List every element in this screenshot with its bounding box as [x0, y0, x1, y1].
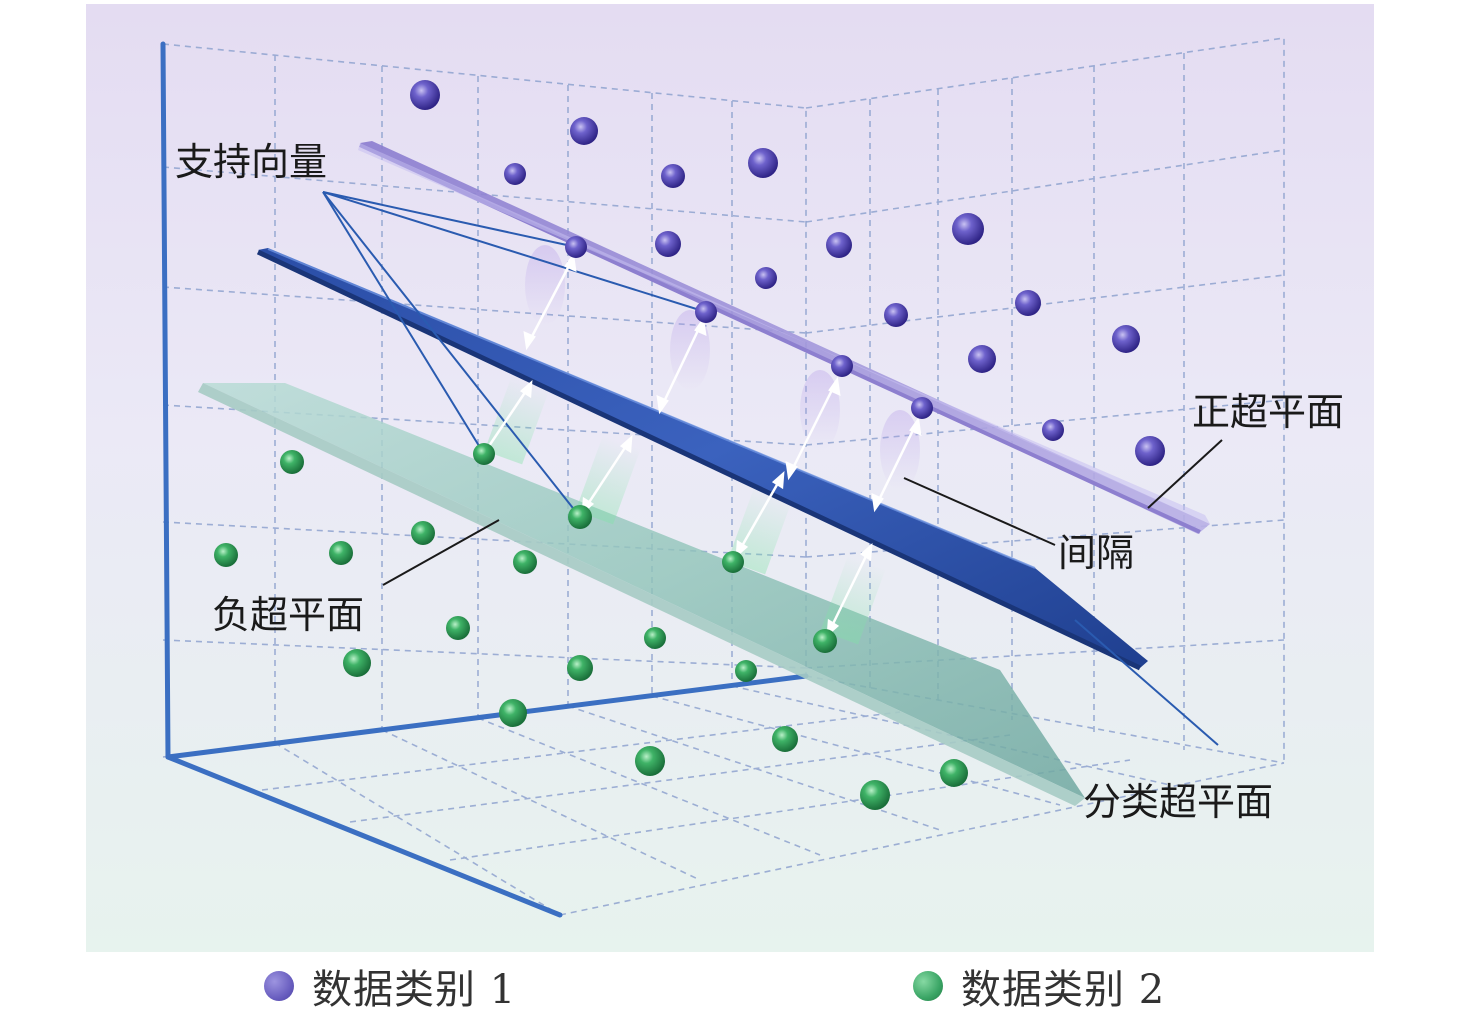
- classification-hyperplane: [256, 248, 1148, 671]
- legend-dot-class1: [264, 971, 294, 1001]
- legend-label-class1: 数据类别 1: [312, 967, 517, 1013]
- support-vector-callouts: [322, 191, 707, 518]
- support-vector: [473, 443, 495, 465]
- legend-label-class2: 数据类别 2: [961, 967, 1166, 1013]
- class1-point: [968, 345, 996, 373]
- class2-point: [280, 450, 304, 474]
- class1-point: [1015, 290, 1041, 316]
- legend-item-class1: 数据类别 1: [264, 958, 516, 1014]
- class2-point: [329, 541, 353, 565]
- margin-arrow: [656, 316, 707, 415]
- class2-point: [567, 655, 593, 681]
- class1-point: [1042, 419, 1064, 441]
- class2-point: [635, 746, 665, 776]
- class2-point: [343, 649, 371, 677]
- negative-hyperplane: [198, 383, 1085, 806]
- support-vector: [722, 551, 744, 573]
- positive-hyperplane-leader: [1147, 439, 1223, 509]
- class1-points: [410, 80, 1165, 466]
- margin-arrow: [487, 380, 533, 447]
- leader-lines: [382, 439, 1223, 746]
- support-vectors-class2: [473, 443, 837, 653]
- x-axis: [165, 754, 563, 918]
- class2-point: [214, 543, 238, 567]
- y-axis: [165, 673, 809, 760]
- class2-points-front: [499, 699, 968, 810]
- support-vectors-label: 支持向量: [175, 140, 327, 184]
- positive-hyperplane-label: 正超平面: [1192, 390, 1344, 434]
- class1-point: [826, 232, 852, 258]
- class2-point: [860, 780, 890, 810]
- margin-arrow: [735, 471, 785, 558]
- legend-item-class2: 数据类别 2: [913, 958, 1165, 1014]
- class2-point: [513, 550, 537, 574]
- support-vector: [911, 397, 933, 419]
- class2-point: [499, 699, 527, 727]
- margin-arrow: [826, 543, 873, 637]
- class2-point: [446, 616, 470, 640]
- class1-point: [570, 117, 598, 145]
- class1-point: [410, 80, 440, 110]
- class1-point: [1135, 436, 1165, 466]
- coordinate-axes: [160, 41, 809, 918]
- support-vector: [813, 629, 837, 653]
- class1-point: [748, 148, 778, 178]
- class1-point: [884, 303, 908, 327]
- negative-hyperplane-leader: [382, 519, 500, 586]
- margin-arrows: [487, 252, 922, 637]
- class2-point: [644, 627, 666, 649]
- support-vector: [831, 355, 853, 377]
- margin-label: 间隔: [1058, 531, 1134, 575]
- legend-dot-class2: [913, 971, 943, 1001]
- class2-point: [940, 759, 968, 787]
- support-vectors-class1: [565, 236, 933, 419]
- class2-points-back: [214, 450, 757, 682]
- classification-hyperplane-label: 分类超平面: [1083, 780, 1273, 824]
- class2-point: [735, 660, 757, 682]
- negative-hyperplane-label: 负超平面: [212, 593, 364, 637]
- class1-point: [1112, 325, 1140, 353]
- margin-arrow: [523, 252, 577, 351]
- margin-leader: [903, 477, 1056, 546]
- classification-hyperplane-leader: [1074, 619, 1219, 746]
- support-vector: [568, 505, 592, 529]
- class1-point: [952, 213, 984, 245]
- class1-point: [504, 163, 526, 185]
- margin-arrow: [785, 376, 841, 481]
- z-axis: [160, 41, 171, 760]
- support-vector: [695, 301, 717, 323]
- class2-point: [772, 726, 798, 752]
- margin-glow-green: [484, 375, 886, 645]
- support-vector: [565, 236, 587, 258]
- background-panel: [86, 4, 1374, 952]
- class2-point: [411, 521, 435, 545]
- margin-arrow: [871, 416, 922, 513]
- class1-point: [755, 267, 777, 289]
- class1-point: [661, 164, 685, 188]
- class1-point: [655, 231, 681, 257]
